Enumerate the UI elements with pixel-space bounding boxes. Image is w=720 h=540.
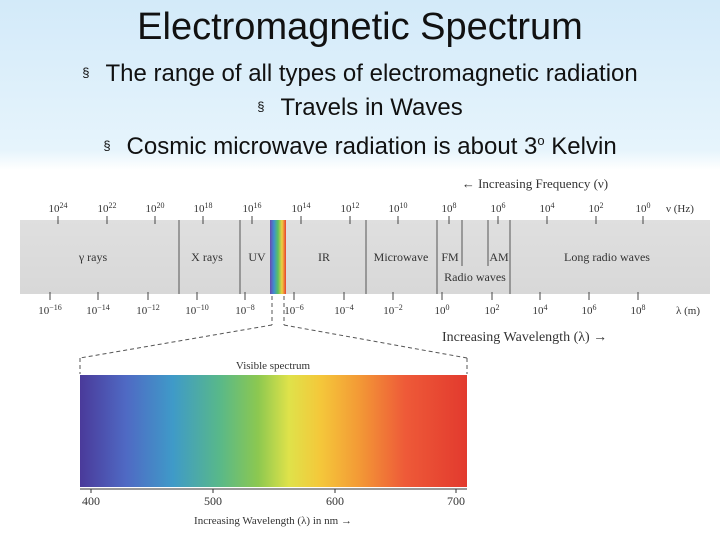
bullet-item: § Cosmic microwave radiation is about 3o …: [0, 124, 720, 160]
wavelength-tick-label: 10−12: [136, 303, 160, 317]
band-label-microwave: Microwave: [374, 250, 429, 264]
bullet-item: § The range of all types of electromagnet…: [0, 56, 720, 90]
band-label-xray: X rays: [191, 250, 223, 264]
wavelength-tick-label: 102: [485, 303, 500, 317]
wavelength-tick-label: 10−10: [185, 303, 209, 317]
frequency-tick-label: 1010: [389, 201, 408, 215]
wavelength-tick-label: 108: [631, 303, 646, 317]
band-label-ir: IR: [318, 250, 330, 264]
band-label-long-radio: Long radio waves: [564, 250, 650, 264]
wavelength-tick-label: 104: [533, 303, 548, 317]
frequency-tick-label: 1012: [341, 201, 360, 215]
band-label-gamma: γ rays: [78, 250, 108, 264]
wavelength-tick-label: 100: [435, 303, 450, 317]
visible-tick-label: 600: [326, 494, 344, 508]
bullet-marker-icon: §: [103, 138, 111, 153]
frequency-arrow-label: ← Increasing Frequency (ν): [462, 176, 608, 191]
band-label-fm: FM: [441, 250, 459, 264]
band-label-radio-waves: Radio waves: [444, 270, 506, 284]
visible-tick-label: 700: [447, 494, 465, 508]
band-dividers: [178, 220, 511, 294]
wavelength-tick-label: 10−6: [284, 303, 304, 317]
frequency-tick-label: 1016: [243, 201, 262, 215]
visible-band-strip: [270, 220, 286, 294]
bullet-marker-icon: §: [82, 65, 90, 80]
wavelength-ticks: 10−16 10−14 10−12 10−10 10−8 10−6 10−4 1…: [38, 303, 645, 317]
frequency-tick-label: 1024: [49, 201, 68, 215]
frequency-ticks: 1024 1022 1020 1018 1016 1014 1012 1010 …: [49, 201, 651, 215]
wavelength-tick-label: 106: [582, 303, 597, 317]
visible-spectrum-title: Visible spectrum: [236, 360, 311, 372]
bullet-list: § The range of all types of electromagnet…: [0, 56, 720, 160]
visible-axis-ticks: [90, 489, 457, 493]
tick-marks: [49, 216, 644, 300]
frequency-tick-label: 1020: [146, 201, 165, 215]
bullet-text: The range of all types of electromagneti…: [105, 60, 638, 87]
spectrum-band-sheen: [20, 220, 710, 294]
bullet-text: Travels in Waves: [280, 94, 463, 121]
wavelength-tick-label: 10−2: [383, 303, 403, 317]
bullet-text-suffix: Kelvin: [544, 133, 617, 160]
visible-tick-label: 400: [82, 494, 100, 508]
frequency-tick-label: 108: [442, 201, 457, 215]
bullet-text: Cosmic microwave radiation is about 3: [126, 133, 538, 160]
frequency-tick-label: 100: [636, 201, 651, 215]
band-label-am: AM: [489, 250, 509, 264]
frequency-tick-label: 104: [540, 201, 555, 215]
bullet-item: § Travels in Waves: [0, 90, 720, 124]
frequency-tick-label: 102: [589, 201, 604, 215]
visible-tick-label: 500: [204, 494, 222, 508]
visible-spectrum-bar: [80, 375, 467, 487]
wavelength-arrow-label: Increasing Wavelength (λ) →: [442, 330, 607, 345]
frequency-tick-label: 1022: [98, 201, 117, 215]
frequency-unit-label: ν (Hz): [666, 203, 694, 215]
frequency-tick-label: 1018: [194, 201, 213, 215]
band-label-uv: UV: [248, 250, 266, 264]
frequency-tick-label: 1014: [292, 201, 311, 215]
wavelength-tick-label: 10−16: [38, 303, 62, 317]
visible-axis-label: Increasing Wavelength (λ) in nm →: [194, 515, 352, 527]
bullet-superscript: o: [537, 133, 545, 148]
wavelength-unit-label: λ (m): [676, 305, 700, 317]
wavelength-tick-label: 10−4: [334, 303, 354, 317]
bullet-marker-icon: §: [257, 99, 265, 114]
zoom-guides: [79, 296, 468, 374]
slide-title: Electromagnetic Spectrum: [137, 6, 583, 48]
frequency-tick-label: 106: [491, 201, 506, 215]
wavelength-tick-label: 10−8: [235, 303, 255, 317]
wavelength-tick-label: 10−14: [86, 303, 110, 317]
